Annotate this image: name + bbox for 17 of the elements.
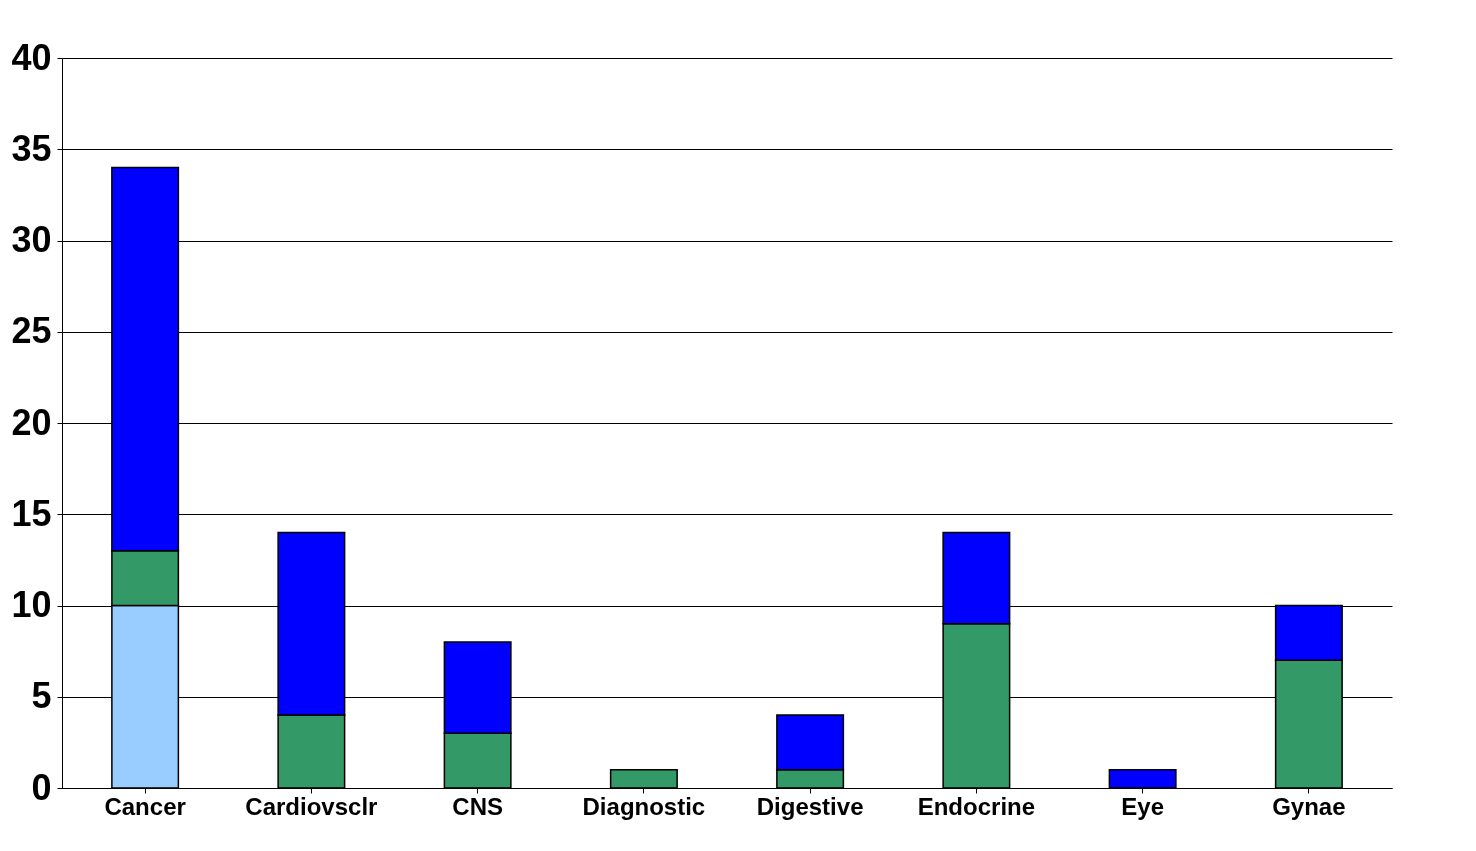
y-tick-label: 0 [31, 766, 52, 808]
y-tick-label: 5 [31, 675, 52, 717]
x-tick-label: Cancer [104, 792, 186, 820]
y-tick-label: 25 [11, 310, 52, 352]
y-tick-label: 30 [11, 219, 52, 260]
x-tick-label: Digestive [756, 792, 864, 820]
x-tick-label: Gynae [1272, 792, 1346, 820]
y-tick-label: 40 [11, 36, 52, 78]
x-tick-label: Diagnostic [582, 792, 706, 820]
x-tick-label: CNS [452, 792, 503, 820]
y-tick-label: 35 [11, 127, 52, 169]
x-tick-label: Cardiovsclr [245, 792, 378, 820]
x-tick-label: Eye [1121, 792, 1164, 820]
y-tick-label: 15 [11, 492, 52, 534]
y-tick-label: 20 [11, 401, 52, 443]
y-tick-label: 10 [11, 584, 52, 625]
x-tick-label: Endocrine [917, 792, 1036, 820]
